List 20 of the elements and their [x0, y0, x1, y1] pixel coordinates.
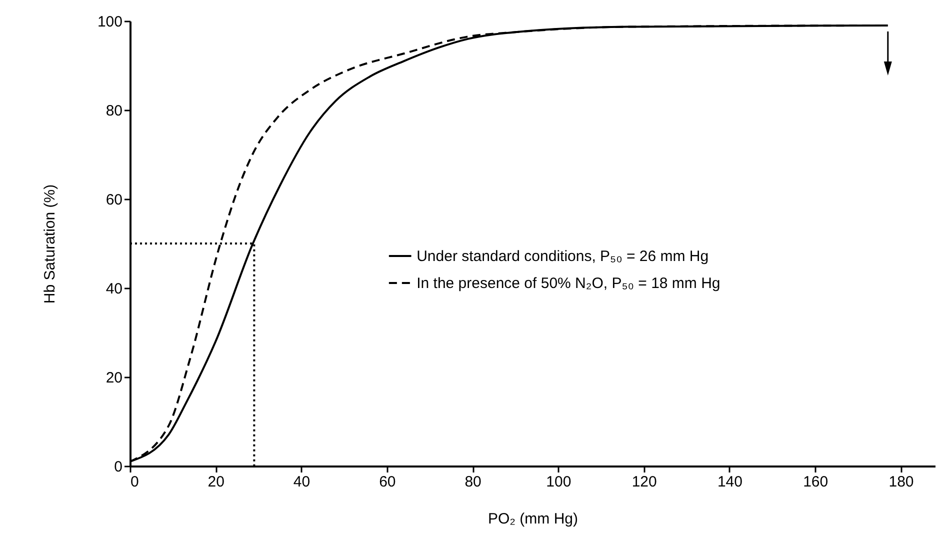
x-tick-label: 60 — [379, 474, 396, 490]
x-tick-label: 140 — [717, 474, 742, 490]
y-tick-label: 80 — [106, 102, 122, 120]
y-tick-label: 60 — [106, 192, 122, 208]
x-tick-label: 100 — [546, 474, 572, 490]
y-axis-title: Hb Saturation (%) — [41, 184, 58, 304]
x-tick-label: 80 — [464, 474, 482, 490]
y-tick-label: 20 — [106, 370, 122, 386]
x-tick-label: 180 — [888, 474, 914, 490]
x-tick-label: 0 — [130, 474, 139, 490]
y-tick-label: 40 — [106, 280, 122, 298]
x-tick-label: 120 — [632, 474, 657, 490]
legend-label: Under standard conditions, P₅₀ = 26 mm Hg — [416, 248, 709, 265]
x-tick-label: 40 — [293, 474, 310, 490]
x-tick-label: 20 — [208, 474, 224, 490]
y-tick-label: 0 — [114, 458, 122, 476]
legend-label: In the presence of 50% N₂O, P₅₀ = 18 mm Hg — [416, 275, 720, 292]
x-axis-title: PO₂ (mm Hg) — [488, 510, 578, 528]
y-tick-label: 100 — [97, 14, 122, 30]
x-tick-label: 160 — [803, 474, 828, 490]
